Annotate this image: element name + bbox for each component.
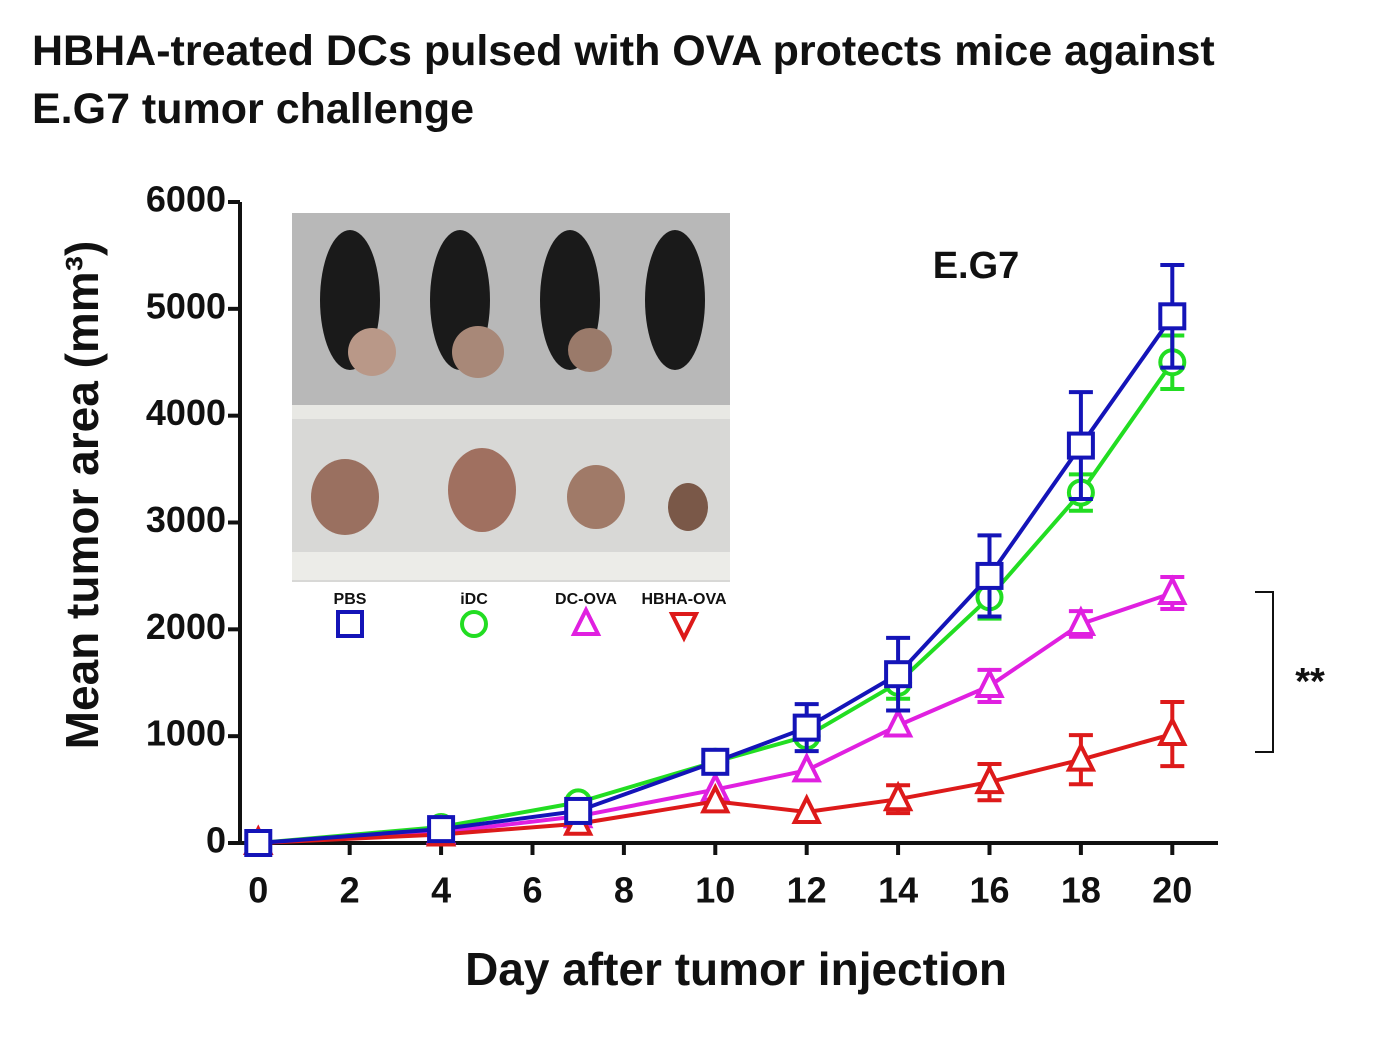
- y-tick-label: 1000: [146, 713, 226, 754]
- legend-label: HBHA-OVA: [641, 591, 726, 608]
- y-tick-label: 0: [206, 820, 226, 861]
- x-tick-label: 2: [340, 870, 360, 911]
- legend-marker: [336, 610, 364, 638]
- marker: [974, 763, 1005, 795]
- x-tick-label: 14: [878, 870, 918, 911]
- x-tick-label: 0: [248, 870, 268, 911]
- x-tick-label: 12: [787, 870, 827, 911]
- legend-label: iDC: [460, 591, 488, 608]
- marker: [882, 707, 914, 738]
- legend-label: DC-OVA: [555, 591, 617, 608]
- marker: [564, 796, 593, 825]
- annotation: E.G7: [933, 245, 1020, 287]
- y-tick-label: 3000: [146, 499, 226, 540]
- photo-inset: [292, 213, 730, 582]
- marker: [700, 782, 731, 814]
- marker: [1157, 715, 1188, 747]
- marker: [1066, 431, 1095, 460]
- x-tick-label: 8: [614, 870, 634, 911]
- significance-bracket: [1255, 591, 1274, 753]
- x-tick-label: 18: [1061, 870, 1101, 911]
- legend-marker: [570, 605, 602, 636]
- marker: [1157, 574, 1188, 606]
- marker: [975, 561, 1004, 590]
- marker: [882, 780, 914, 812]
- x-tick-label: 10: [695, 870, 735, 911]
- marker: [701, 747, 730, 776]
- marker: [244, 829, 273, 857]
- marker: [791, 793, 822, 825]
- marker: [884, 660, 913, 689]
- y-tick-label: 5000: [146, 285, 226, 326]
- marker: [427, 815, 456, 844]
- y-tick-label: 2000: [146, 606, 226, 647]
- chart-title: HBHA-treated DCs pulsed with OVA protect…: [32, 27, 1215, 133]
- legend-label: PBS: [334, 591, 367, 608]
- marker: [792, 713, 821, 742]
- marker: [791, 751, 822, 783]
- legend-marker: [460, 610, 488, 638]
- y-tick-label: 4000: [146, 392, 226, 433]
- x-axis-label: Day after tumor injection: [465, 943, 1007, 995]
- marker: [1065, 605, 1097, 636]
- x-tick-label: 6: [522, 870, 542, 911]
- y-axis-label: Mean tumor area (mm³): [56, 241, 108, 750]
- y-tick-label: 6000: [146, 179, 226, 220]
- x-tick-label: 16: [969, 870, 1009, 911]
- legend-marker: [668, 612, 700, 643]
- annotation: **: [1295, 661, 1325, 703]
- marker: [1158, 302, 1187, 331]
- x-tick-label: 20: [1152, 870, 1192, 911]
- marker: [974, 667, 1005, 698]
- marker: [1065, 741, 1097, 772]
- x-tick-label: 4: [431, 870, 451, 911]
